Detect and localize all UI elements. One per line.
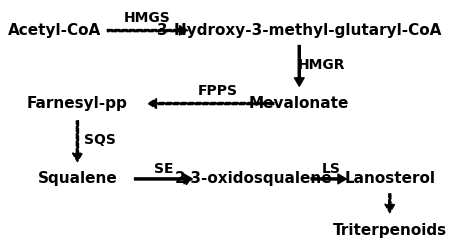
Text: Triterpenoids: Triterpenoids [333,223,447,238]
FancyArrowPatch shape [107,26,188,35]
FancyArrowPatch shape [148,99,274,108]
Text: HMGR: HMGR [298,58,346,72]
Text: SE: SE [154,162,173,176]
Text: 3-Hydroxy-3-methyl-glutaryl-CoA: 3-Hydroxy-3-methyl-glutaryl-CoA [157,23,441,38]
FancyArrowPatch shape [294,46,304,86]
FancyArrowPatch shape [73,121,82,162]
Text: FPPS: FPPS [198,84,238,98]
Text: SQS: SQS [84,133,116,147]
FancyArrowPatch shape [134,174,192,184]
FancyArrowPatch shape [311,174,346,184]
Text: Farnesyl-pp: Farnesyl-pp [27,96,128,111]
Text: HMGS: HMGS [124,11,171,25]
Text: 2,3-oxidosqualene: 2,3-oxidosqualene [175,171,333,186]
Text: Acetyl-CoA: Acetyl-CoA [8,23,101,38]
Text: LS: LS [322,162,341,176]
Text: Squalene: Squalene [38,171,117,186]
Text: Mevalonate: Mevalonate [249,96,350,111]
FancyArrowPatch shape [385,194,395,213]
Text: Lanosterol: Lanosterol [344,171,435,186]
